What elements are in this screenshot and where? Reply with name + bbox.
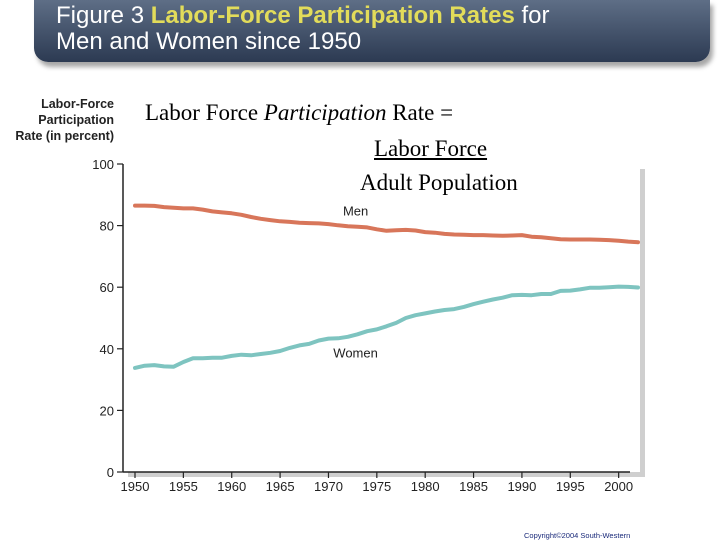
title-prefix: Figure 3 [56,2,151,29]
y-tick-label: 40 [100,342,114,357]
plot-area [123,164,640,472]
x-tick-label: 1960 [217,479,246,494]
men-series-line [133,203,640,245]
x-tick-label: 1970 [314,479,343,494]
formula-numerator: Labor Force [374,136,488,161]
men-series-label: Men [343,203,368,218]
title-banner [34,0,710,62]
slide-title: Figure 3 Labor-Force Participation Rates… [56,3,696,55]
x-tick-label: 2000 [604,479,633,494]
formula-denominator: Adult Population [360,170,518,195]
formula-lhs-italic: Participation [263,100,387,125]
x-tick-label: 1965 [266,479,295,494]
title-highlight: Labor-Force Participation Rates [150,2,515,29]
y-tick-label: 20 [100,403,114,418]
y-tick-label: 0 [107,465,114,480]
y-tick-label: 100 [92,157,114,172]
y-axis-label: Labor-Force Participation Rate (in perce… [15,97,114,143]
title-suffix: for [514,2,550,29]
copyright-notice: Copyright©2004 South-Western [524,531,631,540]
formula-lhs-plain: Labor Force [145,100,264,125]
y-tick-label: 80 [100,219,114,234]
x-tick-label: 1975 [362,479,391,494]
x-tick-label: 1980 [411,479,440,494]
x-tick-label: 1985 [459,479,488,494]
women-series-label: Women [333,346,378,361]
title-line2: Men and Women since 1950 [56,28,362,55]
x-tick-label: 1995 [556,479,585,494]
formula-lhs: Labor Force Participation Rate = [145,100,453,126]
x-tick-label: 1955 [169,479,198,494]
x-tick-label: 1990 [507,479,536,494]
x-tick-label: 1950 [121,479,150,494]
formula-lhs-tail: Rate = [386,100,454,125]
y-tick-label: 60 [100,280,114,295]
women-series-line [133,284,640,370]
